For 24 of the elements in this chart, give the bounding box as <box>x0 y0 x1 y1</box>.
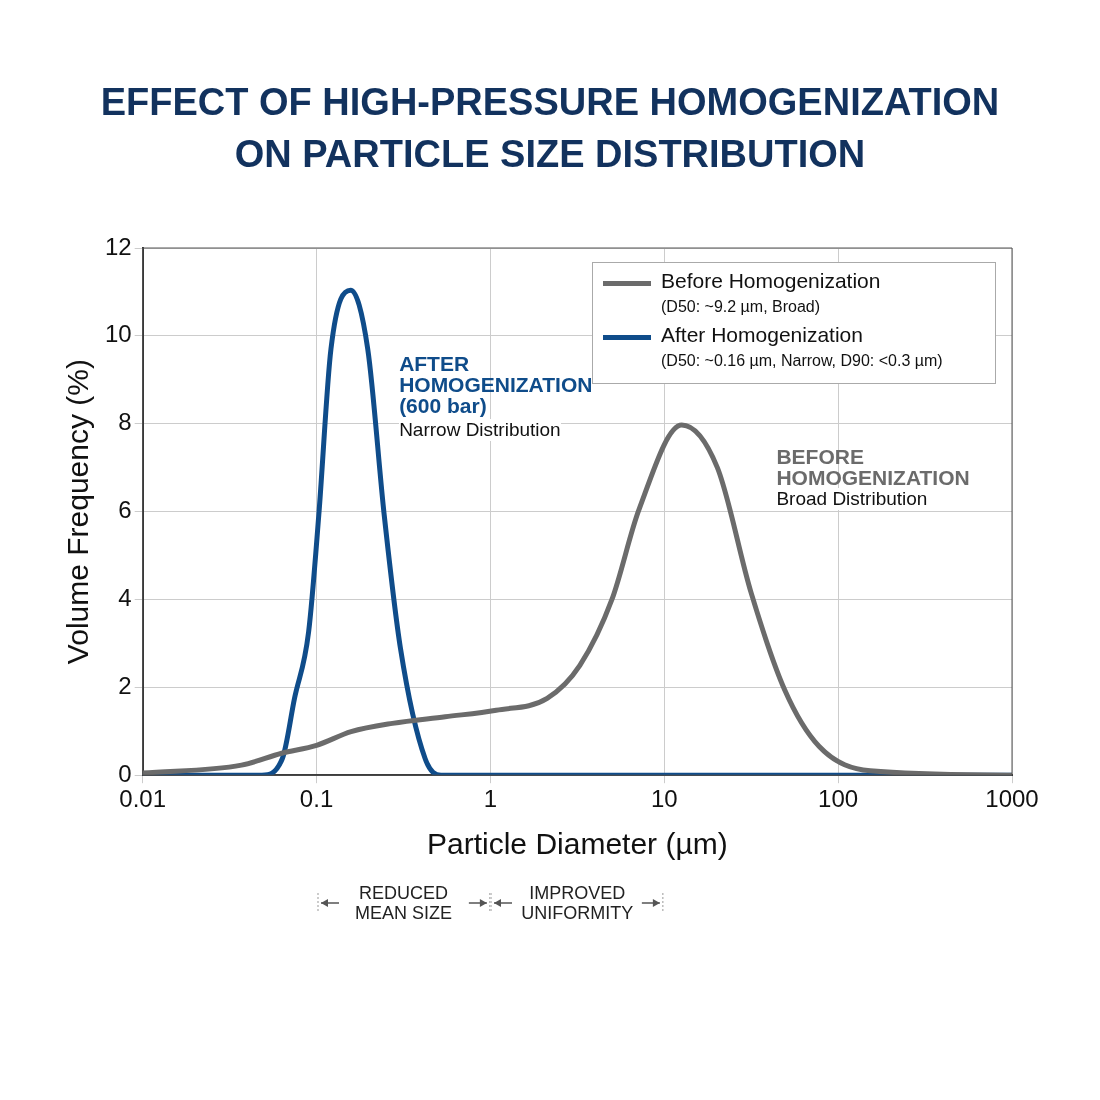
text: IMPROVED UNIFORMITY <box>520 883 635 924</box>
text: REDUCED MEAN SIZE <box>353 883 453 924</box>
x-tick-label: 0.01 <box>119 785 167 813</box>
y-tick-label: 2 <box>118 671 132 699</box>
y-tick-label: 4 <box>118 584 132 612</box>
x-tick-label: 10 <box>650 785 678 813</box>
y-tick-label: 0 <box>118 759 132 787</box>
x-tick-label: 100 <box>818 785 859 813</box>
annotation: BEFORE HOMOGENIZATION <box>776 444 970 489</box>
x-tick-label: 0.1 <box>299 785 334 813</box>
annotation: AFTER HOMOGENIZATION (600 bar) <box>399 352 593 418</box>
annotation: Broad Distribution <box>776 487 928 510</box>
legend-label: Before Homogenization (D50: ~9.2 µm, Broad) <box>661 269 881 317</box>
x-tick-label: 1 <box>483 785 498 813</box>
y-tick-label: 8 <box>118 408 132 436</box>
y-tick-label: 6 <box>118 496 132 524</box>
y-tick-label: 10 <box>104 320 132 348</box>
annotation: Narrow Distribution <box>399 419 561 442</box>
legend-label: After Homogenization (D50: ~0.16 µm, Narrow, D90: <0.3 µm) <box>661 323 943 371</box>
y-axis-title: Volume Frequency (%) <box>61 359 95 665</box>
y-tick-label: 12 <box>104 232 132 260</box>
x-tick-label: 1000 <box>985 785 1039 813</box>
x-axis-title: Particle Diameter (µm) <box>427 827 728 861</box>
chart-title: EFFECT OF HIGH-PRESSURE HOMOGENIZATION ON PARTICLE SIZE DISTRIBUTION <box>99 80 1001 177</box>
